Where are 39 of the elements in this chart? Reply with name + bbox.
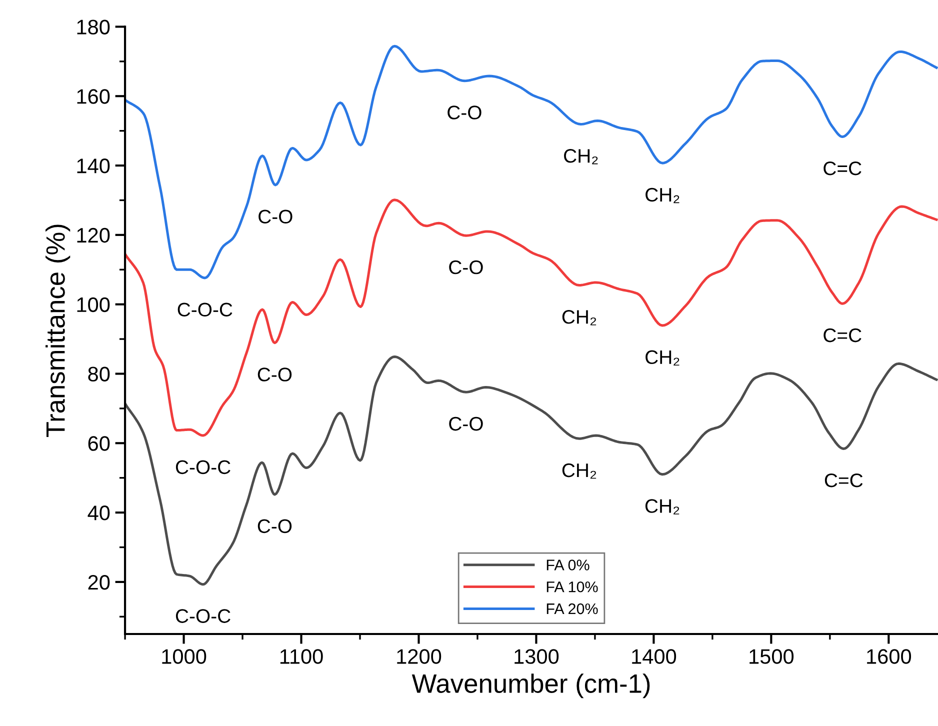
annotation: C=C	[824, 328, 862, 342]
x-tick-label: 1300	[514, 649, 559, 664]
y-tick-label: 140	[77, 158, 110, 174]
annotation: C=C	[824, 162, 862, 176]
legend-label: FA 10%	[546, 581, 598, 592]
y-tick-label: 40	[88, 506, 110, 520]
y-tick-label: 80	[88, 366, 110, 382]
x-tick-label: 1600	[867, 649, 912, 664]
x-tick-label: 1500	[750, 649, 794, 664]
y-tick-label: 160	[77, 89, 110, 104]
annotation: C-O	[258, 519, 292, 534]
annotation: C-O-C	[176, 460, 230, 474]
annotation: CH₂	[562, 463, 596, 479]
annotation: C-O	[449, 416, 483, 431]
annotation: CH₂	[646, 188, 680, 204]
y-axis-title: Transmittance (%)	[46, 224, 70, 438]
x-tick-label: 1200	[397, 649, 442, 664]
annotation: CH₂	[562, 310, 596, 326]
legend-label: FA 0%	[546, 560, 590, 570]
x-tick-label: 1100	[280, 649, 323, 664]
y-tick-label: 120	[77, 228, 110, 243]
annotation: C-O	[449, 260, 483, 274]
legend-label: FA 20%	[546, 603, 598, 614]
annotation: CH₂	[645, 499, 680, 514]
x-tick-label: 1000	[162, 649, 206, 664]
annotation: C=C	[824, 473, 863, 488]
x-tick-label: 1400	[632, 649, 676, 664]
y-tick-label: 60	[88, 436, 110, 451]
annotation: C-O	[448, 106, 482, 120]
y-tick-label: 180	[77, 20, 110, 34]
y-tick-label: 100	[77, 297, 110, 312]
x-axis-title: Wavenumber (cm-1)	[412, 674, 650, 698]
annotation: CH₂	[646, 350, 680, 366]
y-tick-label: 20	[88, 574, 110, 590]
annotation: C-O-C	[178, 302, 232, 317]
annotation: C-O-C	[176, 609, 230, 623]
annotation: C-O	[258, 368, 292, 382]
annotation: CH₂	[564, 149, 598, 164]
annotation: C-O	[258, 210, 292, 224]
